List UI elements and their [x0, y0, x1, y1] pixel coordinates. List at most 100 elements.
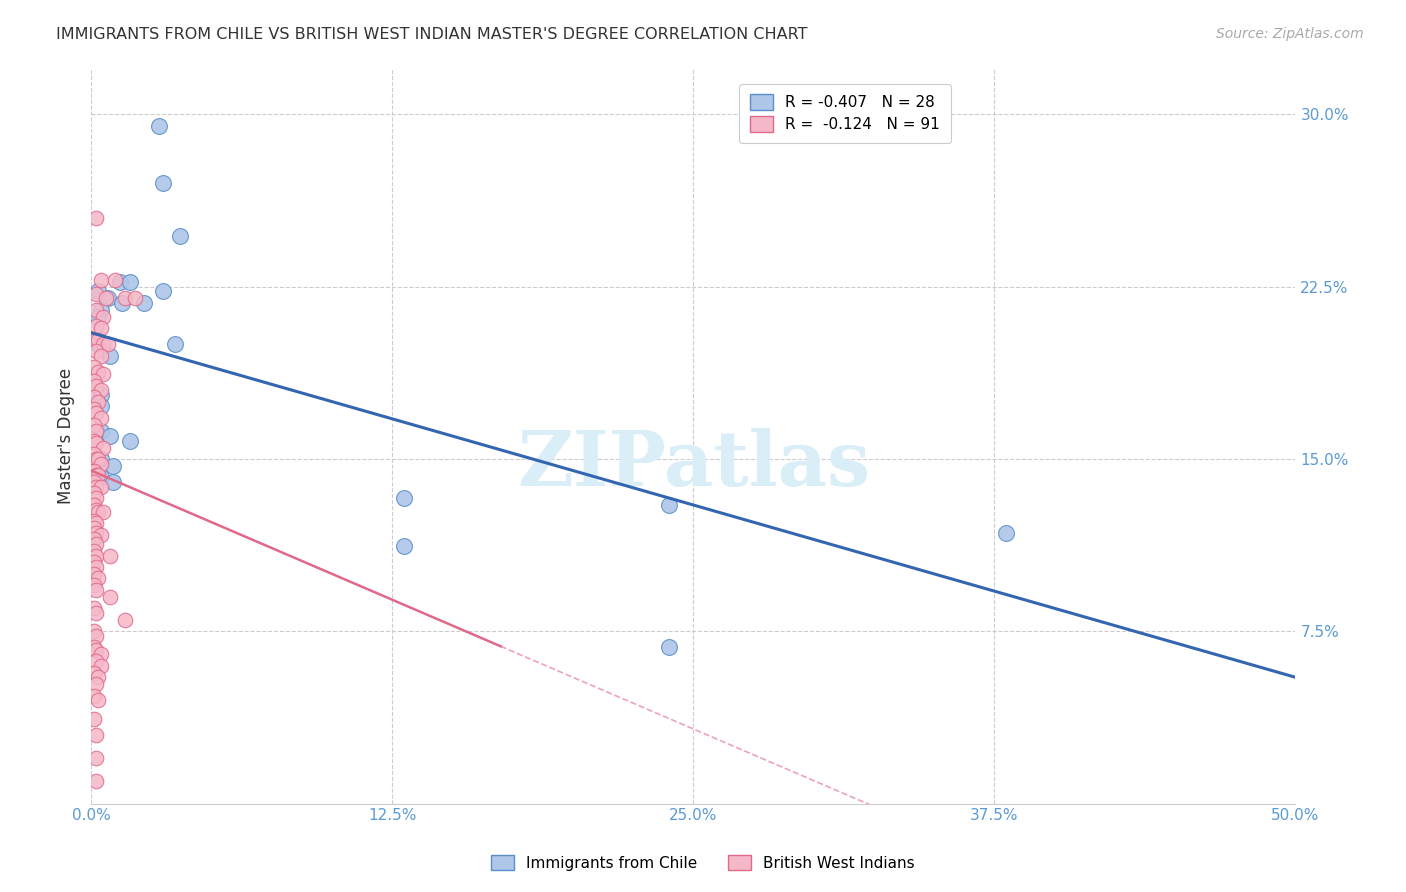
Point — [84, 318, 107, 333]
Point — [91, 337, 114, 351]
Point — [83, 689, 105, 703]
Point — [84, 525, 107, 540]
Point — [90, 273, 112, 287]
Point — [91, 310, 114, 324]
Point — [84, 452, 107, 467]
Point — [394, 491, 416, 505]
Point — [84, 549, 107, 563]
Point — [83, 390, 105, 404]
Point — [114, 291, 136, 305]
Point — [169, 229, 191, 244]
Point — [83, 475, 105, 489]
Point — [84, 378, 107, 392]
Point — [90, 528, 112, 542]
Point — [84, 537, 107, 551]
Point — [94, 291, 117, 305]
Point — [83, 566, 105, 581]
Point — [83, 521, 105, 535]
Point — [87, 310, 110, 324]
Point — [87, 452, 110, 467]
Point — [100, 429, 122, 443]
Point — [84, 654, 107, 668]
Point — [84, 728, 107, 742]
Point — [165, 337, 187, 351]
Point — [84, 468, 107, 483]
Point — [83, 624, 105, 639]
Legend: Immigrants from Chile, British West Indians: Immigrants from Chile, British West Indi… — [482, 846, 924, 880]
Point — [83, 544, 105, 558]
Point — [658, 640, 681, 655]
Point — [84, 516, 107, 531]
Point — [83, 665, 105, 680]
Point — [84, 211, 107, 225]
Point — [84, 773, 107, 788]
Point — [104, 273, 127, 287]
Point — [87, 333, 110, 347]
Point — [118, 275, 141, 289]
Point — [87, 693, 110, 707]
Text: IMMIGRANTS FROM CHILE VS BRITISH WEST INDIAN MASTER'S DEGREE CORRELATION CHART: IMMIGRANTS FROM CHILE VS BRITISH WEST IN… — [56, 27, 807, 42]
Point — [101, 475, 124, 489]
Point — [87, 337, 110, 351]
Point — [90, 480, 112, 494]
Point — [111, 295, 134, 310]
Point — [90, 302, 112, 317]
Point — [658, 498, 681, 512]
Point — [83, 556, 105, 570]
Point — [87, 365, 110, 379]
Point — [83, 486, 105, 500]
Point — [100, 549, 122, 563]
Point — [84, 333, 107, 347]
Point — [90, 470, 112, 484]
Point — [84, 436, 107, 450]
Point — [84, 629, 107, 643]
Point — [90, 452, 112, 467]
Point — [114, 613, 136, 627]
Point — [83, 360, 105, 375]
Point — [84, 582, 107, 597]
Point — [83, 498, 105, 512]
Point — [84, 750, 107, 764]
Point — [97, 337, 120, 351]
Point — [90, 457, 112, 471]
Point — [87, 670, 110, 684]
Point — [83, 434, 105, 448]
Y-axis label: Master's Degree: Master's Degree — [58, 368, 75, 504]
Legend: R = -0.407   N = 28, R =  -0.124   N = 91: R = -0.407 N = 28, R = -0.124 N = 91 — [740, 84, 950, 143]
Point — [90, 425, 112, 439]
Point — [118, 434, 141, 448]
Point — [87, 505, 110, 519]
Point — [84, 560, 107, 574]
Point — [84, 406, 107, 420]
Point — [90, 399, 112, 413]
Point — [83, 401, 105, 416]
Point — [148, 119, 170, 133]
Point — [87, 285, 110, 299]
Point — [108, 275, 131, 289]
Point — [100, 349, 122, 363]
Point — [152, 177, 174, 191]
Text: ZIPatlas: ZIPatlas — [517, 428, 870, 502]
Point — [83, 533, 105, 547]
Point — [83, 463, 105, 477]
Point — [394, 539, 416, 553]
Point — [91, 441, 114, 455]
Point — [84, 344, 107, 359]
Point — [90, 388, 112, 402]
Point — [134, 295, 156, 310]
Point — [84, 606, 107, 620]
Point — [90, 383, 112, 397]
Point — [83, 601, 105, 615]
Point — [84, 480, 107, 494]
Point — [83, 417, 105, 432]
Point — [90, 658, 112, 673]
Point — [83, 578, 105, 592]
Point — [84, 302, 107, 317]
Point — [84, 642, 107, 657]
Point — [87, 468, 110, 483]
Point — [124, 291, 146, 305]
Point — [91, 505, 114, 519]
Point — [90, 648, 112, 662]
Point — [101, 458, 124, 473]
Point — [87, 572, 110, 586]
